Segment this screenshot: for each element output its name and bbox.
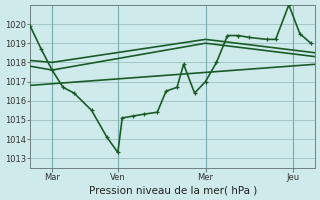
X-axis label: Pression niveau de la mer( hPa ): Pression niveau de la mer( hPa ) xyxy=(89,185,257,195)
